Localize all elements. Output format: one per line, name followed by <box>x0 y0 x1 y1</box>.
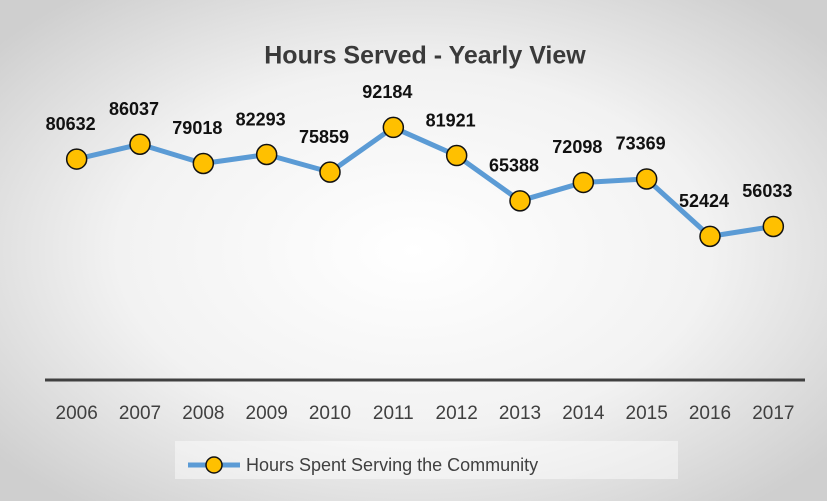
chart-title: Hours Served - Yearly View <box>264 42 586 70</box>
data-point <box>509 190 531 212</box>
data-point <box>382 116 405 139</box>
data-label: 65388 <box>489 156 539 176</box>
data-point <box>572 171 595 194</box>
x-tick-label: 2007 <box>119 403 161 424</box>
series-line <box>76 124 774 239</box>
x-tick-label: 2012 <box>436 403 478 424</box>
legend-box <box>175 441 678 479</box>
data-label: 72098 <box>552 137 602 157</box>
x-tick-label: 2015 <box>626 403 668 424</box>
data-point <box>65 148 88 170</box>
data-point <box>129 133 151 156</box>
data-label: 92184 <box>362 82 412 102</box>
data-label: 56033 <box>742 181 792 201</box>
data-point <box>699 225 721 248</box>
data-point <box>762 215 785 238</box>
data-point <box>635 168 658 190</box>
data-label: 81921 <box>426 110 476 130</box>
data-point <box>192 152 215 175</box>
data-label: 52424 <box>679 191 729 211</box>
data-point <box>255 143 278 166</box>
data-label: 73369 <box>616 134 666 154</box>
x-tick-label: 2010 <box>309 403 351 424</box>
data-label: 75859 <box>299 127 349 147</box>
x-tick-label: 2008 <box>182 403 224 424</box>
data-label: 82293 <box>236 109 286 129</box>
x-tick-label: 2014 <box>562 403 605 424</box>
legend-label: Hours Spent Serving the Community <box>246 455 538 475</box>
x-tick-label: 2013 <box>499 403 541 424</box>
x-tick-label: 2009 <box>246 403 288 424</box>
x-tick-label: 2016 <box>689 403 731 424</box>
data-point <box>319 161 341 183</box>
legend-marker <box>205 456 223 474</box>
data-label: 80632 <box>46 114 96 134</box>
x-tick-label: 2011 <box>373 403 414 424</box>
data-label: 86037 <box>109 99 159 119</box>
x-tick-label: 2006 <box>56 403 98 424</box>
data-label: 79018 <box>172 118 222 138</box>
data-point <box>445 144 468 167</box>
x-tick-label: 2017 <box>752 403 794 424</box>
